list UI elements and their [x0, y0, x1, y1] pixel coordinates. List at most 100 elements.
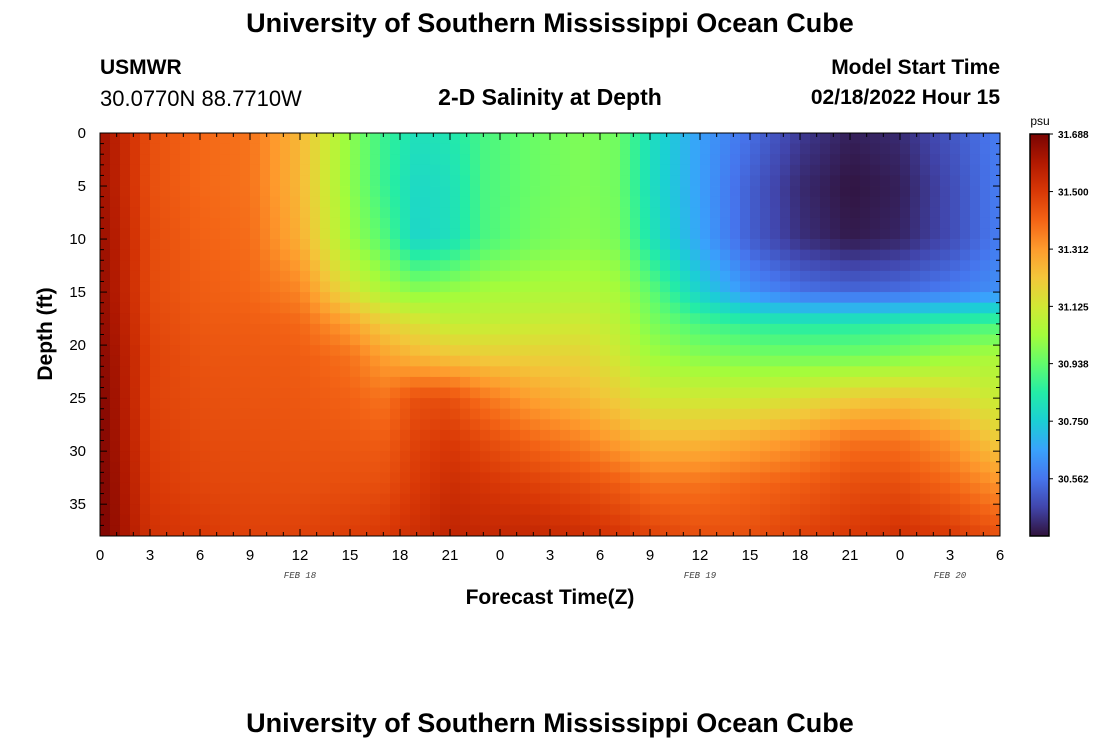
heatmap-cell	[140, 164, 151, 176]
heatmap-cell	[360, 249, 371, 261]
heatmap-cell	[670, 175, 681, 187]
heatmap-cell	[230, 514, 241, 526]
heatmap-cell	[460, 461, 471, 473]
heatmap-cell	[600, 292, 611, 304]
heatmap-cell	[270, 154, 281, 166]
heatmap-cell	[550, 408, 561, 420]
heatmap-cell	[120, 281, 131, 293]
heatmap-cell	[220, 355, 231, 367]
heatmap-cell	[200, 482, 211, 494]
heatmap-cell	[440, 196, 451, 208]
heatmap-cell	[650, 186, 661, 198]
heatmap-cell	[650, 482, 661, 494]
heatmap-cell	[370, 302, 381, 314]
heatmap-cell	[600, 387, 611, 399]
heatmap-cell	[670, 313, 681, 325]
heatmap-cell	[890, 249, 901, 261]
heatmap-cell	[530, 323, 541, 335]
heatmap-cell	[280, 525, 291, 537]
heatmap-cell	[720, 175, 731, 187]
heatmap-cell	[100, 482, 111, 494]
heatmap-cell	[300, 366, 311, 378]
heatmap-cell	[870, 270, 881, 282]
heatmap-cell	[750, 345, 761, 357]
heatmap-cell	[620, 175, 631, 187]
heatmap-cell	[360, 376, 371, 388]
heatmap-cell	[160, 260, 171, 272]
heatmap-cell	[680, 228, 691, 240]
heatmap-cell	[560, 387, 571, 399]
heatmap-cell	[480, 313, 491, 325]
heatmap-cell	[640, 355, 651, 367]
heatmap-cell	[370, 133, 381, 145]
heatmap-cell	[250, 366, 261, 378]
colorbar-label: 31.688	[1058, 130, 1089, 141]
heatmap-cell	[580, 408, 591, 420]
heatmap-cell	[670, 376, 681, 388]
heatmap-cell	[270, 228, 281, 240]
heatmap-cell	[140, 154, 151, 166]
heatmap-cell	[210, 334, 221, 346]
heatmap-cell	[330, 345, 341, 357]
heatmap-cell	[850, 239, 861, 251]
heatmap-cell	[340, 270, 351, 282]
heatmap-cell	[260, 143, 271, 155]
heatmap-cell	[320, 270, 331, 282]
heatmap-cell	[190, 260, 201, 272]
heatmap-cell	[530, 143, 541, 155]
heatmap-cell	[580, 281, 591, 293]
heatmap-cell	[340, 398, 351, 410]
heatmap-cell	[240, 451, 251, 463]
heatmap-cell	[480, 270, 491, 282]
heatmap-cell	[180, 323, 191, 335]
heatmap-cell	[670, 408, 681, 420]
heatmap-cell	[770, 196, 781, 208]
heatmap-cell	[450, 429, 461, 441]
heatmap-cell	[170, 196, 181, 208]
heatmap-cell	[460, 366, 471, 378]
heatmap-cell	[650, 376, 661, 388]
heatmap-cell	[570, 482, 581, 494]
heatmap-cell	[290, 143, 301, 155]
heatmap-cell	[490, 345, 501, 357]
heatmap-cell	[730, 504, 741, 516]
heatmap-cell	[120, 482, 131, 494]
heatmap-cell	[470, 281, 481, 293]
heatmap-cell	[900, 482, 911, 494]
heatmap-cell	[990, 196, 1001, 208]
heatmap-cell	[190, 387, 201, 399]
heatmap-cell	[150, 514, 161, 526]
heatmap-cell	[300, 249, 311, 261]
heatmap-cell	[310, 239, 321, 251]
heatmap-cell	[110, 323, 121, 335]
heatmap-cell	[510, 228, 521, 240]
heatmap-cell	[890, 525, 901, 537]
heatmap-cell	[600, 175, 611, 187]
heatmap-cell	[620, 323, 631, 335]
heatmap-cell	[110, 451, 121, 463]
heatmap-cell	[930, 461, 941, 473]
heatmap-cell	[400, 249, 411, 261]
heatmap-cell	[700, 472, 711, 484]
heatmap-cell	[810, 482, 821, 494]
heatmap-cell	[340, 493, 351, 505]
heatmap-cell	[800, 164, 811, 176]
heatmap-cell	[660, 207, 671, 219]
heatmap-cell	[690, 408, 701, 420]
heatmap-cell	[360, 260, 371, 272]
heatmap-cell	[300, 207, 311, 219]
heatmap-cell	[260, 302, 271, 314]
heatmap-cell	[470, 270, 481, 282]
heatmap-cell	[270, 387, 281, 399]
heatmap-cell	[210, 408, 221, 420]
heatmap-cell	[960, 292, 971, 304]
heatmap-cell	[270, 217, 281, 229]
heatmap-cell	[930, 175, 941, 187]
heatmap-cell	[800, 419, 811, 431]
heatmap-cell	[860, 408, 871, 420]
heatmap-cell	[750, 376, 761, 388]
heatmap-cell	[610, 270, 621, 282]
heatmap-cell	[130, 239, 141, 251]
heatmap-cell	[570, 461, 581, 473]
heatmap-cell	[270, 398, 281, 410]
